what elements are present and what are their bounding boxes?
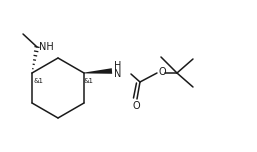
Text: NH: NH <box>39 42 54 52</box>
Text: H: H <box>114 61 121 71</box>
Text: &1: &1 <box>84 78 94 84</box>
Text: &1: &1 <box>33 78 43 84</box>
Text: N: N <box>114 69 121 79</box>
Text: O: O <box>132 101 140 111</box>
Text: O: O <box>159 67 167 77</box>
Polygon shape <box>84 68 112 74</box>
